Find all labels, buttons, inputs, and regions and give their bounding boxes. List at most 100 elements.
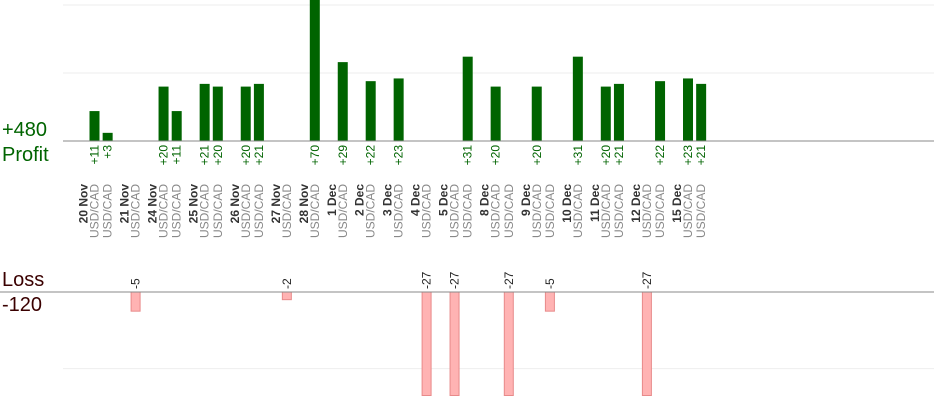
date-label: 10 Dec [560,184,574,223]
trade-value-label: +21 [252,145,266,166]
symbol-label: USD/CAD [489,184,503,238]
trade-value-label: +29 [336,145,350,166]
symbol-label: USD/CAD [694,184,708,238]
trade-value-label: -27 [448,271,462,289]
trade-value-label: -5 [129,278,143,289]
date-label: 5 Dec [437,184,451,216]
loss-bar [130,291,141,312]
symbol-label: USD/CAD [640,184,654,238]
symbol-label: USD/CAD [612,184,626,238]
symbol-label: USD/CAD [198,184,212,238]
trade-value-labels: +11 +3-5+20 +11 +21 +20 +20 +21-2+70 +29 +22 +23-… [88,145,709,289]
profit-bar [683,78,693,141]
trade-value-label: -27 [502,271,516,289]
symbol-label: USD/CAD [502,184,516,238]
date-label: 4 Dec [409,184,423,216]
date-label: 2 Dec [353,184,367,216]
date-label: 20 Nov [77,184,91,224]
symbol-label: USD/CAD [101,184,115,238]
symbol-label: USD/CAD [88,184,102,238]
profit-bar [171,111,182,141]
profit-bar [490,86,501,141]
trade-value-label: +3 [101,145,115,159]
date-label: 21 Nov [118,184,132,224]
symbol-label: USD/CAD [543,184,557,238]
profit-bar [613,83,624,141]
date-label: 1 Dec [325,184,339,216]
profit-bar [393,78,404,141]
date-label: 11 Dec [588,184,602,222]
profit-bar [102,132,113,141]
profit-bar [531,86,542,141]
trade-value-label: +23 [392,145,406,166]
trade-value-label: +31 [571,145,585,166]
loss-axis-title: Loss [2,269,45,291]
loss-bar [281,291,292,301]
trade-value-label: +20 [157,145,171,166]
date-label: 8 Dec [478,184,492,216]
symbol-label: USD/CAD [336,184,350,238]
trade-value-label: -5 [543,278,557,289]
symbol-label: USD/CAD [420,184,434,238]
profit-bar [337,62,348,142]
grid-lines [63,4,934,370]
symbol-label: USD/CAD [211,184,225,238]
symbol-label: USD/CAD [461,184,475,238]
trade-value-label: +20 [211,145,225,166]
date-label: 12 Dec [629,184,643,223]
profit-bar [212,86,223,141]
trade-value-label: +21 [612,145,626,166]
date-label: 28 Nov [297,184,311,224]
loss-bar [544,291,555,312]
symbol-label: USD/CAD [170,184,184,238]
trade-value-label: +11 [170,145,184,165]
profit-bar [240,86,251,141]
profit-bar [696,83,707,141]
trade-value-label: +11 [88,145,102,165]
trade-value-label: +23 [681,145,695,166]
date-label: 15 Dec [670,184,684,223]
symbol-label: USD/CAD [308,184,322,238]
symbol-label: USD/CAD [571,184,585,238]
symbol-label: USD/CAD [280,184,294,238]
trade-bars [89,0,707,396]
trade-value-label: +70 [308,145,322,166]
trade-value-label: +21 [198,145,212,166]
symbol-label: USD/CAD [364,184,378,238]
loss-total-label: -120 [2,294,43,316]
loss-bar [449,291,460,396]
profit-axis-title: Profit [2,144,49,166]
symbol-label: USD/CAD [239,184,253,238]
trade-value-label: -2 [280,278,294,289]
date-label: 3 Dec [381,184,395,216]
symbol-label: USD/CAD [653,184,667,238]
symbol-label: USD/CAD [157,184,171,238]
profit-bar [655,81,666,141]
trade-value-label: +22 [653,145,667,166]
trade-value-label: +20 [239,145,253,166]
trade-value-label: +20 [599,145,613,166]
profit-bar [158,86,169,141]
profit-bar [199,83,210,141]
trade-value-label: +31 [461,145,475,166]
profit-bar [462,56,473,141]
loss-bar [503,291,514,396]
baselines [0,140,934,293]
profit-bar [365,81,376,141]
symbol-label: USD/CAD [530,184,544,238]
trade-value-label: +20 [530,145,544,166]
trade-value-label: +21 [694,145,708,166]
symbol-label: USD/CAD [129,184,143,238]
symbol-label: USD/CAD [599,184,613,238]
symbol-label: USD/CAD [392,184,406,238]
symbol-label: USD/CAD [448,184,462,238]
symbol-label: USD/CAD [252,184,266,238]
trade-value-label: +20 [489,145,503,166]
profit-bar [253,83,264,141]
date-label: 9 Dec [519,184,533,216]
profit-bar [89,111,100,141]
trade-value-label: -27 [640,271,654,289]
